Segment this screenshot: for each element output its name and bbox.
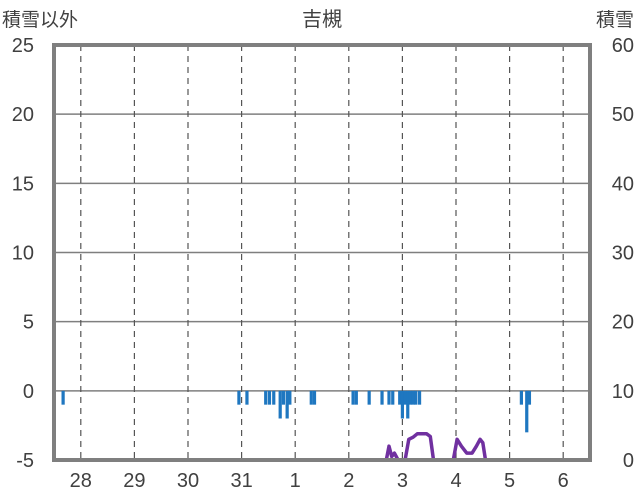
right-tick-label: 0 bbox=[623, 450, 634, 472]
snow-depth-line bbox=[54, 431, 590, 462]
x-tick-label: 28 bbox=[70, 470, 92, 492]
x-tick-label: 2 bbox=[343, 470, 354, 492]
left-tick-label: 25 bbox=[12, 35, 34, 57]
data-bar bbox=[414, 390, 418, 405]
left-tick-label: -5 bbox=[16, 450, 34, 472]
data-bar bbox=[367, 390, 371, 405]
data-bar bbox=[272, 390, 276, 405]
plot-frame bbox=[52, 43, 592, 462]
left-tick-label: 15 bbox=[12, 173, 34, 195]
data-bar bbox=[237, 390, 241, 405]
data-bar bbox=[525, 390, 529, 433]
right-tick-label: 20 bbox=[612, 312, 634, 334]
chart-title: 吉槻 bbox=[302, 8, 342, 31]
data-bar bbox=[391, 390, 395, 405]
data-bar bbox=[351, 390, 355, 405]
x-tick-label: 4 bbox=[450, 470, 461, 492]
x-tick-label: 31 bbox=[230, 470, 252, 492]
data-bar bbox=[278, 390, 282, 419]
x-tick-label: 1 bbox=[290, 470, 301, 492]
data-bar bbox=[403, 390, 407, 405]
right-axis-name: 積雪 bbox=[596, 9, 634, 31]
x-tick-label: 30 bbox=[177, 470, 199, 492]
left-axis-name: 積雪以外 bbox=[2, 9, 78, 31]
data-bar bbox=[406, 390, 410, 419]
left-tick-label: 0 bbox=[23, 381, 34, 403]
x-tick-label: 3 bbox=[397, 470, 408, 492]
data-bar bbox=[288, 390, 292, 405]
x-tick-label: 29 bbox=[123, 470, 145, 492]
data-bar bbox=[380, 390, 384, 405]
data-bar bbox=[527, 390, 532, 405]
left-tick-label: 10 bbox=[12, 243, 34, 265]
x-tick-label: 6 bbox=[558, 470, 569, 492]
data-bar bbox=[519, 390, 523, 405]
data-bar bbox=[285, 390, 289, 419]
left-tick-label: 5 bbox=[23, 312, 34, 334]
data-bar bbox=[264, 390, 268, 405]
right-tick-label: 30 bbox=[612, 243, 634, 265]
right-tick-label: 10 bbox=[612, 381, 634, 403]
data-bar bbox=[354, 390, 358, 405]
data-bar bbox=[387, 390, 391, 405]
right-tick-label: 40 bbox=[612, 173, 634, 195]
data-bar bbox=[267, 390, 272, 405]
data-bar bbox=[398, 390, 402, 405]
data-bar bbox=[411, 390, 415, 405]
data-bar bbox=[309, 390, 313, 405]
data-bar bbox=[312, 390, 317, 405]
left-tick-label: 20 bbox=[12, 104, 34, 126]
data-bar bbox=[245, 390, 249, 405]
data-bar bbox=[408, 390, 413, 405]
data-bar bbox=[400, 390, 405, 419]
x-tick-label: 5 bbox=[504, 470, 515, 492]
right-tick-label: 60 bbox=[612, 35, 634, 57]
right-tick-label: 50 bbox=[612, 104, 634, 126]
data-bar bbox=[281, 390, 286, 405]
data-bar bbox=[61, 390, 65, 405]
data-bar bbox=[417, 390, 422, 405]
